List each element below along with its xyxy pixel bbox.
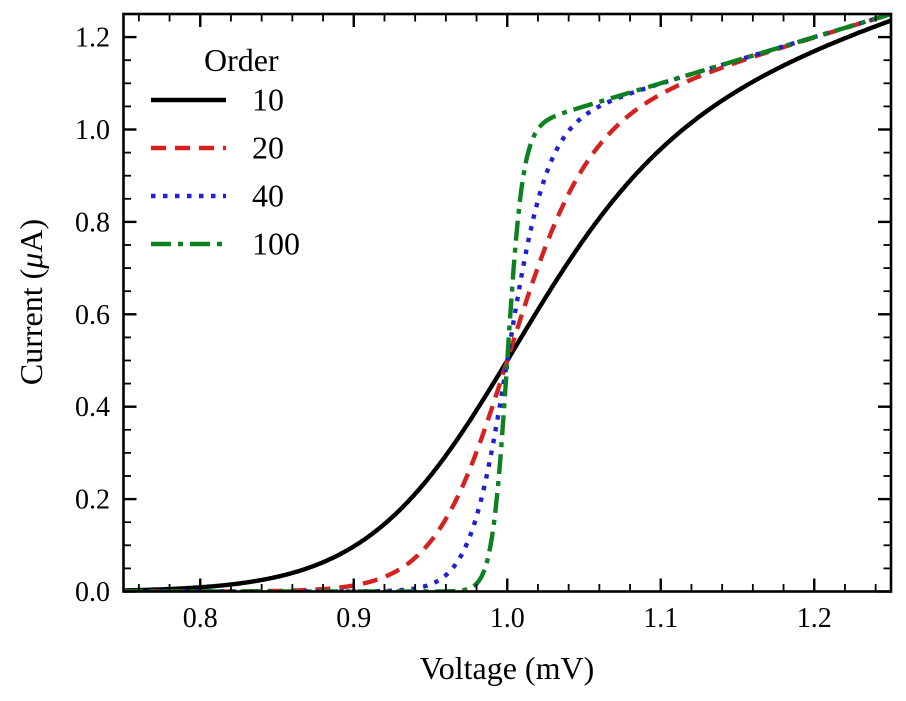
legend-entry-label: 10 <box>252 82 284 118</box>
x-tick-label: 0.8 <box>183 603 218 634</box>
curve-order-100 <box>123 14 891 592</box>
legend-entry-label: 20 <box>252 130 284 166</box>
x-tick-label: 1.1 <box>643 603 678 634</box>
y-tick-label: 0.2 <box>75 485 110 516</box>
y-tick-label: 0.6 <box>75 300 110 331</box>
x-tick-label: 1.0 <box>490 603 525 634</box>
legend-title: Order <box>204 42 279 78</box>
legend-entry-label: 40 <box>252 178 284 214</box>
y-tick-label: 0.4 <box>75 392 110 423</box>
x-axis-label: Voltage (mV) <box>420 650 594 686</box>
mu-symbol: μ <box>13 253 49 270</box>
legend-entry: 40 <box>151 178 284 214</box>
y-tick-label: 1.0 <box>75 115 110 146</box>
y-tick-labels: 0.0 0.2 0.4 0.6 0.8 1.0 1.2 <box>75 23 110 608</box>
legend-entry: 20 <box>151 130 284 166</box>
y-tick-label: 0.0 <box>75 577 110 608</box>
legend-entry-label: 100 <box>252 226 300 262</box>
legend-entry: 10 <box>151 82 284 118</box>
legend: Order 10 20 40 100 <box>151 42 300 262</box>
x-tick-labels: 0.8 0.9 1.0 1.1 1.2 <box>183 603 832 634</box>
y-tick-label: 0.8 <box>75 207 110 238</box>
legend-entry: 100 <box>151 226 300 262</box>
y-tick-label: 1.2 <box>75 23 110 54</box>
y-axis-label-prefix: Current ( <box>13 269 49 385</box>
x-tick-label: 0.9 <box>336 603 371 634</box>
y-axis-label: Current (μA) <box>13 219 49 385</box>
x-tick-label: 1.2 <box>797 603 832 634</box>
plot-frame <box>122 12 893 593</box>
y-axis-label-suffix: A) <box>13 219 49 253</box>
